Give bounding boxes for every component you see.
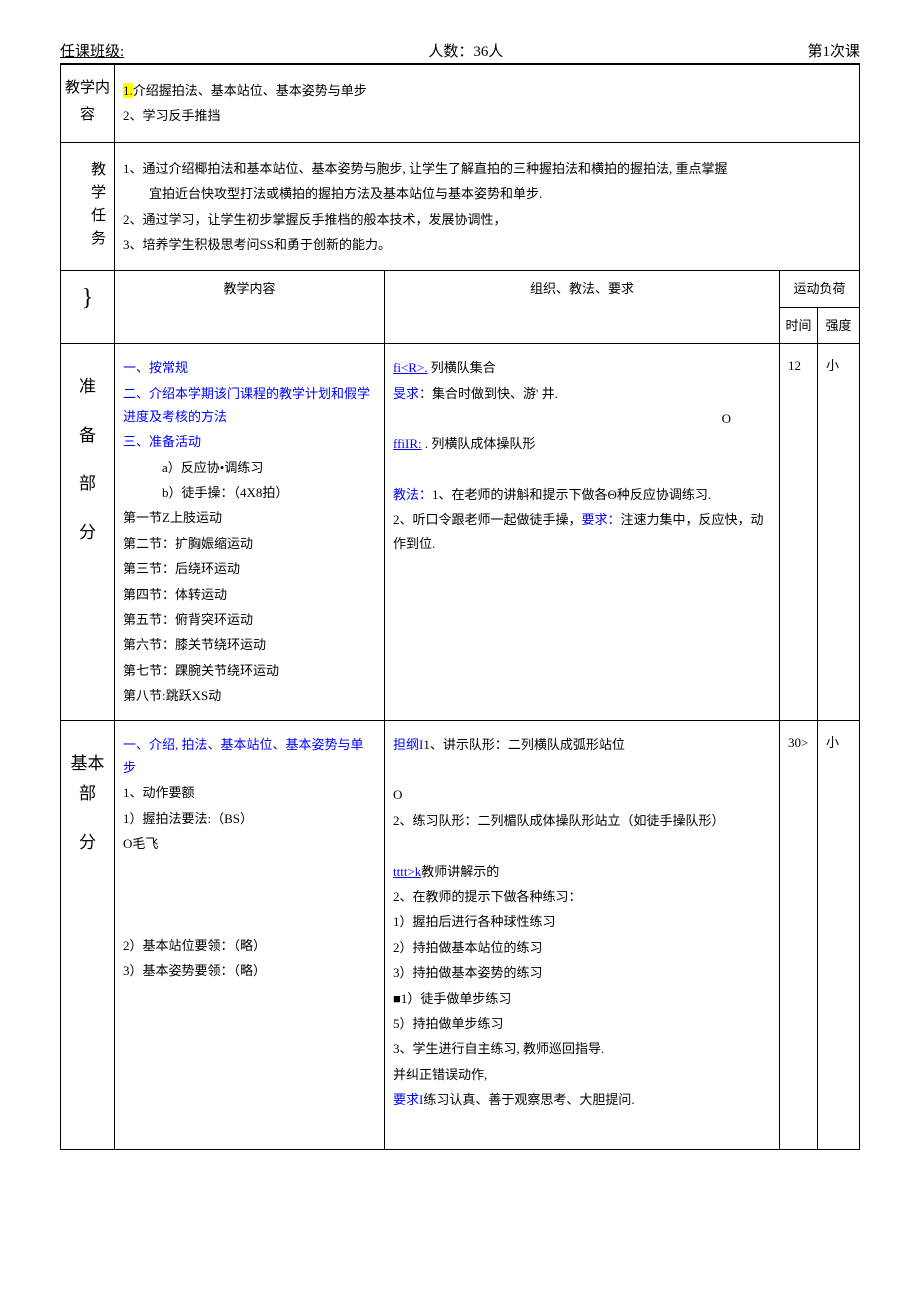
main-section-row: 基本部 分 一、介绍, 拍法、基本站位、基本姿势与单步 1、动作要额 1）握拍法…	[61, 720, 860, 1149]
lesson-plan-table: 教学内容 1.介绍握拍法、基本站位、基本姿势与单步 2、学习反手推挡 教学任务 …	[60, 64, 860, 1150]
teaching-content-label: 教学内容	[61, 65, 115, 143]
main-intensity: 小	[818, 720, 860, 1149]
prep-label: 准 备 部 分	[61, 344, 115, 720]
load-header: 运动负荷	[780, 271, 860, 307]
main-time: 30>	[780, 720, 818, 1149]
prep-time: 12	[780, 344, 818, 720]
teaching-task-row: 教学任务 1、通过介绍椰拍法和基本站位、基本姿势与胞步, 让学生了解直拍的三种握…	[61, 142, 860, 271]
teaching-content-row: 教学内容 1.介绍握拍法、基本站位、基本姿势与单步 2、学习反手推挡	[61, 65, 860, 143]
prep-org-cell: fi<R>. 列横队集合 旻求：集合时做到快、游' 井. O ffiIR: . …	[385, 344, 780, 720]
main-content-cell: 一、介绍, 拍法、基本站位、基本姿势与单步 1、动作要额 1）握拍法要法:（BS…	[115, 720, 385, 1149]
main-label: 基本部 分	[61, 720, 115, 1149]
teaching-task-label: 教学任务	[61, 142, 115, 271]
time-header: 时间	[780, 307, 818, 343]
main-org-cell: 担纲I1、讲示队形：二列横队成弧形站位 O 2、练习队形：二列楣队成体操队形站立…	[385, 720, 780, 1149]
teaching-content-cell: 1.介绍握拍法、基本站位、基本姿势与单步 2、学习反手推挡	[115, 65, 860, 143]
prep-intensity: 小	[818, 344, 860, 720]
lesson-label: 第1次课	[807, 40, 860, 61]
prep-section-row: 准 备 部 分 一、按常规 二、介绍本学期该门课程的教学计划和假学进度及考核的方…	[61, 344, 860, 720]
org-header: 组织、教法、要求	[385, 271, 780, 344]
curly-cell: }	[61, 271, 115, 344]
highlight-text: 1.	[123, 83, 133, 98]
prep-content-cell: 一、按常规 二、介绍本学期该门课程的教学计划和假学进度及考核的方法 三、准备活动…	[115, 344, 385, 720]
class-label: 任课班级:	[60, 40, 124, 61]
teaching-task-cell: 1、通过介绍椰拍法和基本站位、基本姿势与胞步, 让学生了解直拍的三种握拍法和横拍…	[115, 142, 860, 271]
content-header: 教学内容	[115, 271, 385, 344]
page-header: 任课班级: 人数：36人 第1次课	[60, 40, 860, 64]
subheader-row: } 教学内容 组织、教法、要求 运动负荷	[61, 271, 860, 307]
intensity-header: 强度	[818, 307, 860, 343]
count-label: 人数：36人	[428, 40, 503, 61]
